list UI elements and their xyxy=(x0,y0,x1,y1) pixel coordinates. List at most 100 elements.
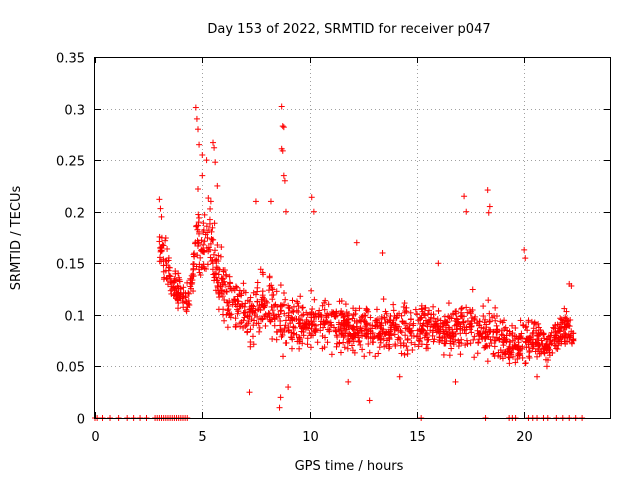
data-point xyxy=(491,343,498,350)
data-point xyxy=(500,339,507,346)
data-point xyxy=(333,343,340,350)
data-point xyxy=(471,315,478,322)
data-point xyxy=(252,291,259,298)
data-point xyxy=(212,287,219,294)
data-point xyxy=(158,258,165,265)
data-point xyxy=(237,323,244,330)
data-point xyxy=(440,321,447,328)
data-point xyxy=(463,304,470,311)
data-point xyxy=(564,319,571,326)
data-point xyxy=(523,323,530,330)
data-point xyxy=(321,344,328,351)
data-point xyxy=(160,276,167,283)
data-point xyxy=(278,307,285,314)
data-point xyxy=(287,334,294,341)
data-point xyxy=(522,255,529,262)
data-point xyxy=(449,328,456,335)
data-point xyxy=(195,126,201,133)
data-point xyxy=(408,316,415,323)
data-point xyxy=(454,326,461,333)
data-point xyxy=(340,334,347,341)
data-point xyxy=(190,273,197,280)
data-point xyxy=(240,287,247,294)
data-point xyxy=(485,326,492,333)
plot-frame xyxy=(94,57,611,419)
data-point xyxy=(485,209,492,216)
data-point xyxy=(440,351,447,358)
data-point xyxy=(535,330,542,337)
data-point xyxy=(317,311,324,318)
data-point xyxy=(224,324,231,331)
data-point xyxy=(510,345,517,352)
data-point xyxy=(356,317,363,324)
data-point xyxy=(425,336,432,343)
data-point xyxy=(288,334,295,341)
data-point xyxy=(410,322,417,329)
data-point xyxy=(461,327,468,334)
y-tick-label: 0.35 xyxy=(56,52,85,67)
data-point xyxy=(211,277,218,284)
data-point xyxy=(502,324,509,331)
data-point xyxy=(219,275,226,282)
data-point xyxy=(322,297,329,304)
data-point xyxy=(490,350,497,357)
data-point xyxy=(246,313,253,320)
data-point xyxy=(474,350,481,357)
data-point xyxy=(345,310,352,317)
data-point xyxy=(441,313,448,320)
data-point xyxy=(414,327,421,334)
data-point xyxy=(419,325,426,332)
data-point xyxy=(180,289,187,296)
data-point xyxy=(253,320,260,327)
data-point xyxy=(339,311,346,318)
data-point xyxy=(199,172,206,179)
data-point xyxy=(311,296,318,303)
data-point xyxy=(433,329,440,336)
data-point xyxy=(482,344,489,351)
data-point xyxy=(533,340,540,347)
data-point xyxy=(356,305,363,312)
data-point xyxy=(497,353,504,360)
data-point xyxy=(403,304,410,311)
data-point xyxy=(257,307,264,314)
data-point xyxy=(269,296,276,303)
data-point xyxy=(467,310,474,317)
data-point xyxy=(281,290,288,297)
data-point xyxy=(402,325,409,332)
data-point xyxy=(304,311,311,318)
data-point xyxy=(375,350,382,357)
data-point xyxy=(371,333,378,340)
data-point xyxy=(466,306,473,313)
data-point xyxy=(230,296,237,303)
data-point xyxy=(353,323,360,330)
data-point xyxy=(259,288,266,295)
data-point xyxy=(390,301,397,308)
data-point xyxy=(177,286,184,293)
data-point xyxy=(162,267,169,274)
data-point xyxy=(200,227,207,234)
data-point xyxy=(232,324,239,331)
data-point xyxy=(233,284,240,291)
data-point xyxy=(195,228,202,235)
data-point xyxy=(325,312,332,319)
data-point xyxy=(474,327,481,334)
data-point xyxy=(209,266,216,273)
data-point xyxy=(418,314,425,321)
data-point xyxy=(216,266,223,273)
data-point xyxy=(401,351,408,358)
data-point xyxy=(569,340,576,347)
data-point xyxy=(409,346,416,353)
data-point xyxy=(469,286,476,293)
data-point xyxy=(188,281,195,288)
y-tick-label: 0.1 xyxy=(64,310,85,325)
data-point xyxy=(198,247,205,254)
data-point xyxy=(250,341,257,348)
data-point xyxy=(457,351,464,358)
data-point xyxy=(352,310,359,317)
data-point xyxy=(550,324,557,331)
data-point xyxy=(349,315,356,322)
data-point xyxy=(335,319,342,326)
data-point xyxy=(187,277,194,284)
data-point xyxy=(295,309,302,316)
data-point xyxy=(331,324,338,331)
